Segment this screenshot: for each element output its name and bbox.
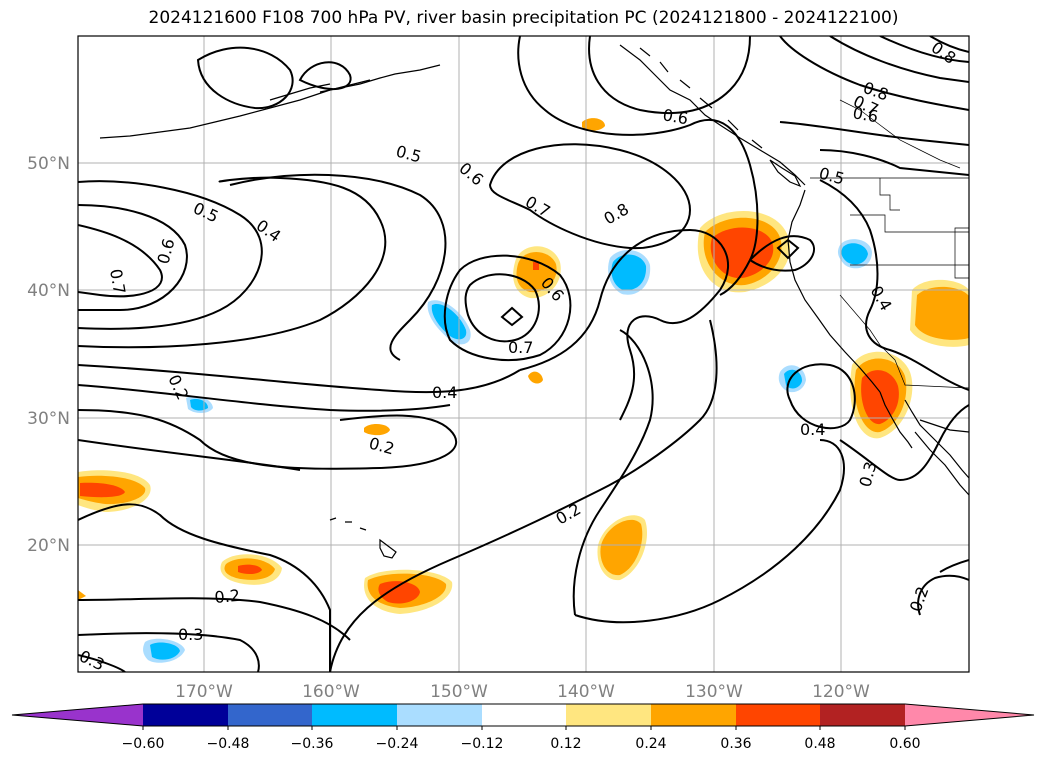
colorbar-segment — [228, 704, 312, 726]
lat-label-20n: 20°N — [27, 536, 70, 556]
borders — [810, 99, 969, 389]
precip-blob-hawaii-strong — [378, 581, 420, 604]
colorbar-segment — [820, 704, 905, 726]
colorbar-tick-label: 0.48 — [804, 736, 835, 752]
latitude-labels: 50°N 40°N 30°N 20°N — [27, 154, 70, 556]
map-title: 2024121600 F108 700 hPa PV, river basin … — [148, 8, 899, 28]
precip-blob-144w-33n — [528, 371, 543, 384]
contour-label: 0.3 — [178, 625, 203, 644]
colorbar-tick-label: 0.36 — [720, 736, 751, 752]
lon-label-120w: 120°W — [812, 682, 870, 702]
colorbar-extend-low — [12, 704, 143, 726]
contour-label: 0.7 — [508, 338, 533, 357]
contour-label: 0.6 — [851, 103, 879, 126]
colorbar-tick-label: 0.60 — [889, 736, 920, 752]
lon-label-150w: 150°W — [430, 682, 488, 702]
colorbar-segment — [312, 704, 397, 726]
precip-neg-california-mid — [841, 243, 868, 265]
contour-label: 0.7 — [106, 267, 129, 295]
colorbar-tick-label: 0.12 — [550, 736, 581, 752]
colorbar-tick-label: 0.24 — [635, 736, 666, 752]
colorbar-segment — [397, 704, 482, 726]
precip-neg-152w-mid — [431, 303, 467, 340]
plot-frame — [77, 35, 970, 673]
contour-label: 0.4 — [432, 383, 457, 402]
colorbar-tick-label: −0.60 — [122, 736, 165, 752]
precip-blob-137w-mid — [600, 519, 643, 576]
precipitation-shading — [78, 118, 969, 663]
lon-label-130w: 130°W — [685, 682, 743, 702]
precip-blob-west-strong — [80, 482, 125, 498]
colorbar-tick-label: −0.36 — [291, 736, 334, 752]
precip-blob-165w-strong — [238, 564, 262, 575]
lat-label-50n: 50°N — [27, 154, 70, 174]
precip-neg-137w-mid — [611, 254, 647, 291]
contour-label: 0.2 — [214, 586, 241, 607]
colorbar-segment — [651, 704, 736, 726]
contour-label: 0.6 — [661, 105, 689, 128]
colorbar-tick-label: −0.12 — [461, 736, 504, 752]
lon-label-160w: 160°W — [302, 682, 360, 702]
colorbar-tick-label: −0.48 — [207, 736, 250, 752]
lon-label-170w: 170°W — [175, 682, 233, 702]
colorbar-segment — [143, 704, 228, 726]
lon-label-140w: 140°W — [557, 682, 615, 702]
precip-blob-gulf-alaska — [582, 118, 605, 131]
colorbar-tick-label: −0.24 — [376, 736, 419, 752]
precip-blob-144w-strong — [533, 262, 539, 270]
precip-blob-baja-strong — [861, 370, 899, 425]
colorbar-segment — [736, 704, 820, 726]
precip-blob-150w-30n — [364, 424, 390, 436]
longitude-labels: 170°W 160°W 150°W 140°W 130°W 120°W — [175, 682, 870, 702]
colorbar-segment — [482, 704, 566, 726]
pv-contours — [78, 36, 969, 672]
lat-label-40n: 40°N — [27, 281, 70, 301]
colorbar-extend-high — [905, 704, 1034, 726]
precip-neg-173w-mid — [150, 642, 180, 660]
lat-label-30n: 30°N — [27, 409, 70, 429]
colorbar: −0.60 −0.48 −0.36 −0.24 −0.12 0.12 0.24 … — [11, 703, 1035, 752]
colorbar-segment — [566, 704, 651, 726]
precip-blob-edge — [78, 590, 86, 600]
contour-label: 0.4 — [800, 420, 825, 439]
precip-blob-interior-mid — [915, 286, 969, 340]
